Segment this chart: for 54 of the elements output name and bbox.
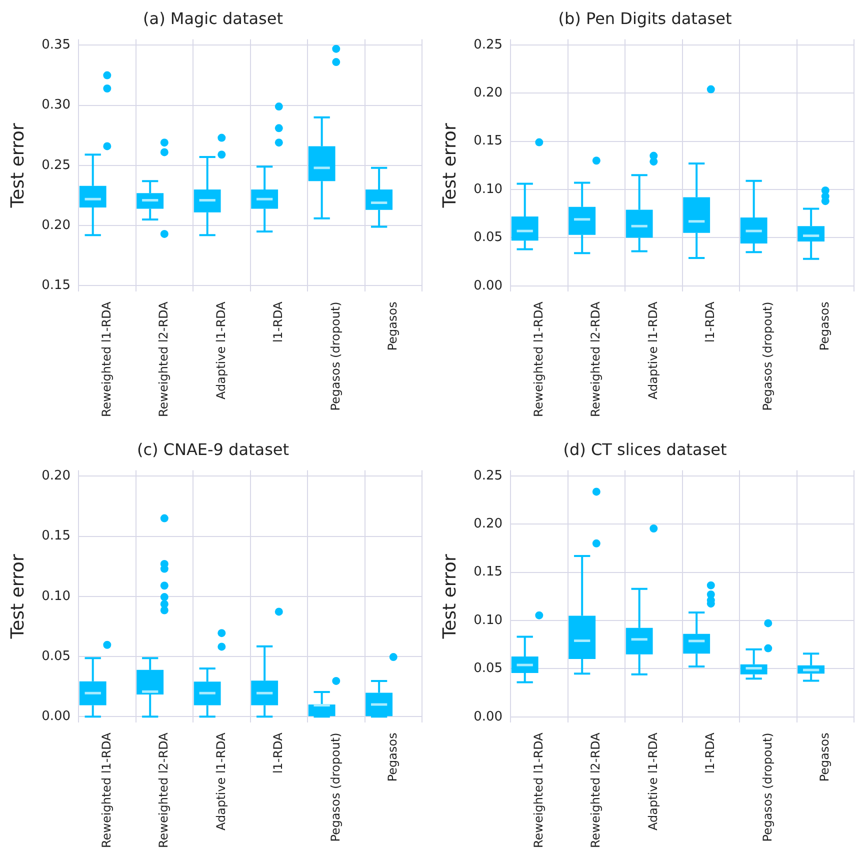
- chart-title: (c) CNAE-9 dataset: [136, 440, 290, 459]
- x-tick-label: Reweighted l2-RDA: [588, 732, 603, 848]
- x-tick-label: Adaptive l1-RDA: [214, 300, 228, 400]
- y-tick-label: 0.00: [474, 709, 503, 724]
- x-tick-label: Reweighted l2-RDA: [156, 300, 171, 418]
- x-tick-label: Adaptive l1-RDA: [646, 732, 660, 830]
- x-tick-label: Adaptive l1-RDA: [646, 300, 660, 400]
- y-tick-label: 0.20: [474, 86, 503, 101]
- y-tick-label: 0.00: [42, 709, 71, 724]
- x-tick-label: Reweighted l2-RDA: [156, 732, 171, 848]
- y-tick-label: 0.05: [474, 230, 503, 246]
- x-tick-label: Pegasos (dropout): [760, 732, 774, 842]
- y-tick-label: 0.15: [42, 278, 71, 294]
- x-tick-label: Reweighted l1-RDA: [99, 300, 114, 418]
- x-tick-label: Reweighted l2-RDA: [588, 300, 603, 418]
- y-axis-title: Test error: [439, 122, 460, 209]
- y-tick-label: 0.20: [474, 516, 503, 532]
- x-tick-label: Pegasos: [818, 302, 832, 351]
- y-tick-label: 0.05: [42, 648, 71, 664]
- x-tick-label: Pegasos: [386, 302, 400, 351]
- y-tick-label: 0.20: [42, 218, 71, 233]
- y-tick-label: 0.10: [474, 182, 503, 197]
- y-tick-label: 0.35: [42, 38, 71, 53]
- chart-title: (a) Magic dataset: [143, 8, 283, 28]
- x-tick-label: Reweighted l1-RDA: [531, 732, 546, 848]
- y-tick-label: 0.15: [474, 134, 503, 149]
- x-tick-label: l1-RDA: [703, 732, 718, 774]
- y-tick-label: 0.30: [42, 98, 71, 113]
- y-tick-label: 0.15: [474, 564, 503, 580]
- x-tick-label: Adaptive l1-RDA: [214, 732, 228, 830]
- y-tick-label: 0.00: [474, 278, 503, 294]
- y-tick-label: 0.25: [474, 468, 503, 484]
- x-tick-label: Pegasos (dropout): [328, 732, 342, 842]
- y-tick-label: 0.10: [42, 588, 71, 604]
- y-tick-label: 0.10: [474, 612, 503, 628]
- x-tick-label: l1-RDA: [703, 300, 718, 343]
- x-tick-label: Pegasos: [386, 732, 400, 782]
- y-tick-label: 0.05: [474, 661, 503, 676]
- x-tick-label: l1-RDA: [271, 300, 286, 343]
- x-tick-label: l1-RDA: [271, 732, 286, 774]
- x-tick-label: Pegasos (dropout): [760, 302, 774, 411]
- x-tick-label: Reweighted l1-RDA: [99, 732, 114, 848]
- chart-title: (d) CT slices dataset: [563, 440, 727, 459]
- y-tick-label: 0.20: [42, 468, 71, 484]
- x-tick-label: Pegasos: [818, 732, 832, 782]
- x-tick-label: Pegasos (dropout): [328, 302, 342, 411]
- y-axis-title: Test error: [7, 553, 28, 640]
- y-axis-title: Test error: [439, 553, 460, 640]
- y-tick-label: 0.15: [42, 528, 71, 544]
- chart-title: (b) Pen Digits dataset: [558, 8, 732, 28]
- x-tick-label: Reweighted l1-RDA: [531, 300, 546, 418]
- y-tick-label: 0.25: [474, 37, 503, 52]
- y-axis-title: Test error: [7, 122, 28, 209]
- y-tick-label: 0.25: [42, 158, 71, 173]
